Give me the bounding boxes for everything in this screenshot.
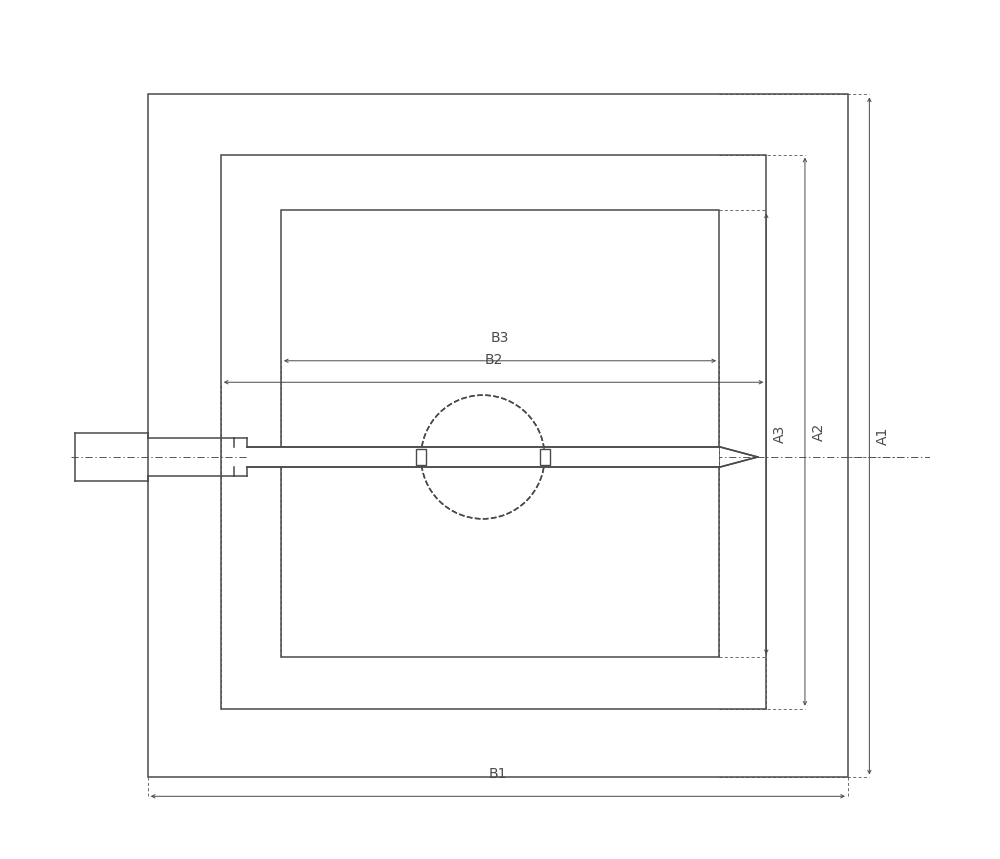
Text: B1: B1 bbox=[489, 767, 507, 781]
Text: B3: B3 bbox=[491, 332, 509, 345]
Bar bbox=[247, 447, 719, 467]
Bar bbox=[221, 155, 766, 709]
Bar bbox=[540, 448, 550, 466]
Text: B2: B2 bbox=[484, 353, 503, 367]
Circle shape bbox=[424, 398, 542, 516]
Bar bbox=[416, 448, 426, 466]
Bar bbox=[148, 94, 848, 777]
Text: A2: A2 bbox=[812, 423, 826, 441]
Text: A1: A1 bbox=[876, 427, 890, 445]
Text: A3: A3 bbox=[773, 424, 787, 443]
Bar bbox=[281, 210, 719, 657]
